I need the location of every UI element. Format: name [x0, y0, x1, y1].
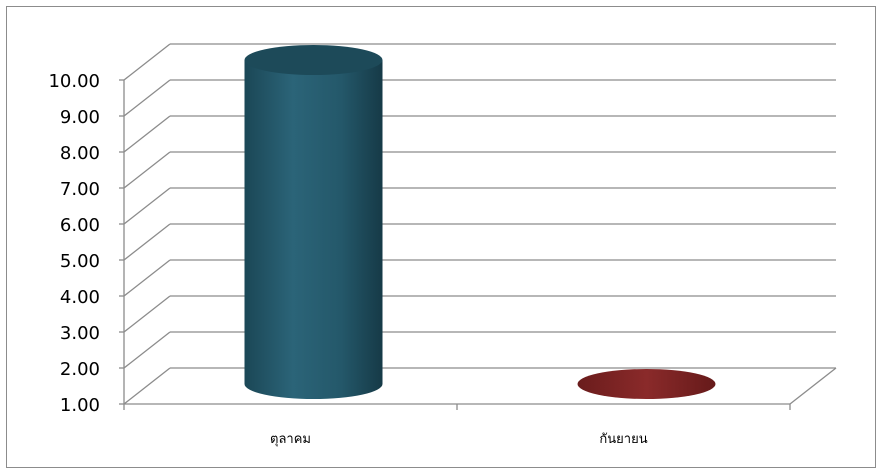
bar-1 [244, 45, 383, 400]
y-axis-ticks: 1.00 2.00 3.00 4.00 5.00 6.00 7.00 8.00 9.00 10.0… [48, 71, 100, 416]
y-tick-label: 2.00 [60, 359, 100, 380]
gridline-side [123, 259, 171, 297]
gridline-side [123, 223, 171, 261]
floor-right-edge [789, 367, 837, 405]
gridline-side [123, 43, 171, 81]
y-tick-label: 6.00 [60, 215, 100, 236]
axes [119, 79, 837, 410]
y-tick-label: 7.00 [60, 179, 100, 200]
chart-frame [6, 6, 876, 468]
gridline-side [123, 295, 171, 333]
x-category-label: ตุลาคม [270, 432, 311, 447]
y-tick-label: 5.00 [60, 251, 100, 272]
y-tick-label: 1.00 [60, 395, 100, 416]
bar-top-cap [244, 45, 383, 75]
bars [244, 45, 716, 400]
gridline-side [123, 187, 171, 225]
x-axis-labels: ตุลาคม กันยายน [270, 432, 648, 447]
bar-body [244, 60, 383, 400]
y-tick-label: 10.00 [48, 71, 100, 92]
gridlines [123, 43, 836, 405]
gridline-side [123, 367, 171, 405]
gridline-side [123, 79, 171, 117]
y-tick-label: 8.00 [60, 143, 100, 164]
gridline-side [123, 331, 171, 369]
y-tick-label: 9.00 [60, 107, 100, 128]
x-category-label: กันยายน [599, 432, 647, 447]
y-tick-label: 4.00 [60, 287, 100, 308]
gridline-side [123, 151, 171, 189]
y-tick-label: 3.00 [60, 323, 100, 344]
bar-2 [577, 369, 716, 399]
bar-disc [577, 369, 716, 399]
gridline-side [123, 115, 171, 153]
